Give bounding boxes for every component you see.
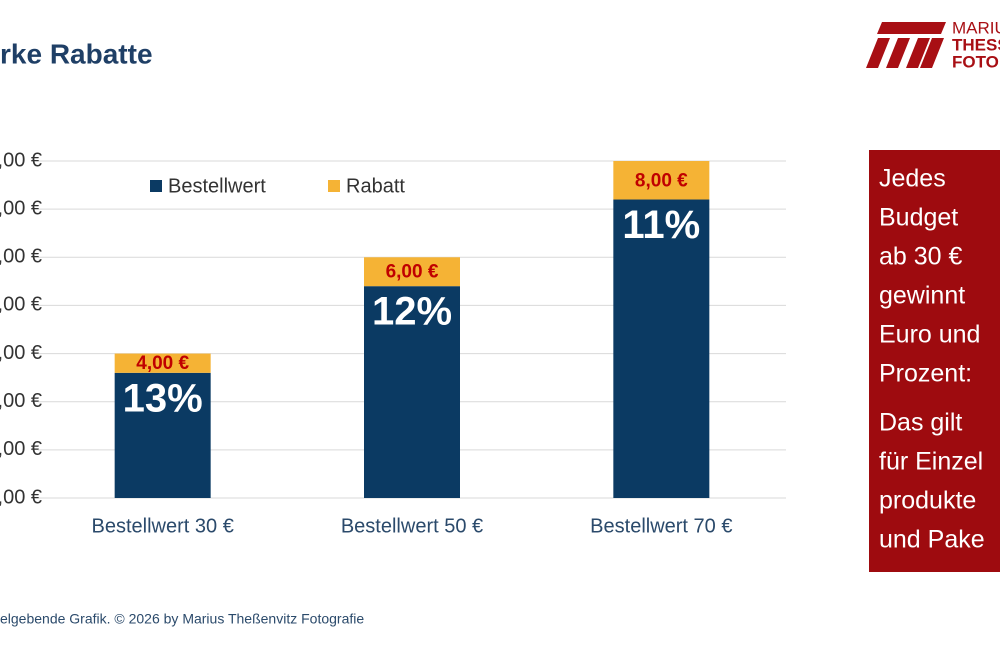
sidebar-line: und Pake — [879, 526, 985, 554]
logo-shape — [906, 38, 930, 68]
logo-text: THESS — [952, 35, 1000, 54]
bar-segment — [364, 257, 460, 287]
sidebar-line: Prozent: — [879, 360, 972, 388]
bar-segment — [114, 372, 211, 498]
sidebar-line: Das gilt — [879, 409, 962, 437]
percent-label: 11% — [622, 203, 700, 247]
x-tick-label: Bestellwert 70 € — [590, 515, 732, 537]
legend-swatch — [150, 180, 162, 192]
bar-segment — [613, 199, 710, 498]
y-tick-label: 40,00 € — [0, 294, 42, 316]
y-tick-label: 20,00 € — [0, 390, 42, 412]
bar-segment — [364, 286, 460, 498]
sidebar-box — [869, 150, 1000, 572]
sidebar-line: produkte — [879, 487, 976, 515]
legend-label: Bestellwert — [168, 175, 266, 197]
sidebar-line: gewinnt — [879, 282, 965, 310]
legend-swatch — [328, 180, 340, 192]
y-tick-label: 70,00 € — [0, 149, 42, 171]
percent-label: 13% — [123, 376, 203, 420]
y-tick-label: 30,00 € — [0, 342, 42, 364]
y-tick-label: 0,00 € — [0, 486, 42, 508]
y-tick-label: 10,00 € — [0, 438, 42, 460]
value-label: 4,00 € — [136, 353, 189, 374]
sidebar-line: Budget — [879, 204, 958, 232]
logo-shape — [920, 38, 944, 68]
y-tick-label: 60,00 € — [0, 197, 42, 219]
sidebar-line: ab 30 € — [879, 243, 963, 271]
sidebar-text: Jedes Budget ab 30 € gewinnt Euro und Prozent… — [879, 165, 985, 554]
sidebar-line: Euro und — [879, 321, 980, 349]
bar-segment — [114, 353, 211, 373]
value-label: 8,00 € — [635, 170, 688, 191]
logo-shape — [866, 38, 890, 68]
percent-label: 12% — [372, 290, 452, 334]
slide-title: rke Rabatte — [0, 38, 153, 69]
bar-segment — [613, 161, 710, 200]
value-label: 6,00 € — [386, 262, 439, 283]
x-tick-label: Bestellwert 30 € — [92, 515, 234, 537]
x-tick-label: Bestellwert 50 € — [341, 515, 483, 537]
logo — [866, 22, 946, 68]
sidebar-line: für Einzel — [879, 448, 983, 476]
legend-label: Rabatt — [346, 175, 405, 197]
logo-shape — [886, 38, 910, 68]
chart: 0,00 € 10,00 € 20,00 € 30,00 € 40,00 € 50,00 … — [0, 149, 786, 537]
logo-text: FOTO — [952, 52, 999, 71]
y-tick-label: 50,00 € — [0, 246, 42, 268]
sidebar-line: Jedes — [879, 165, 946, 193]
logo-shape — [877, 22, 946, 34]
logo-text: MARIU — [952, 18, 1000, 37]
footer: elgebende Grafik. © 2026 by Marius Theße… — [0, 611, 364, 627]
